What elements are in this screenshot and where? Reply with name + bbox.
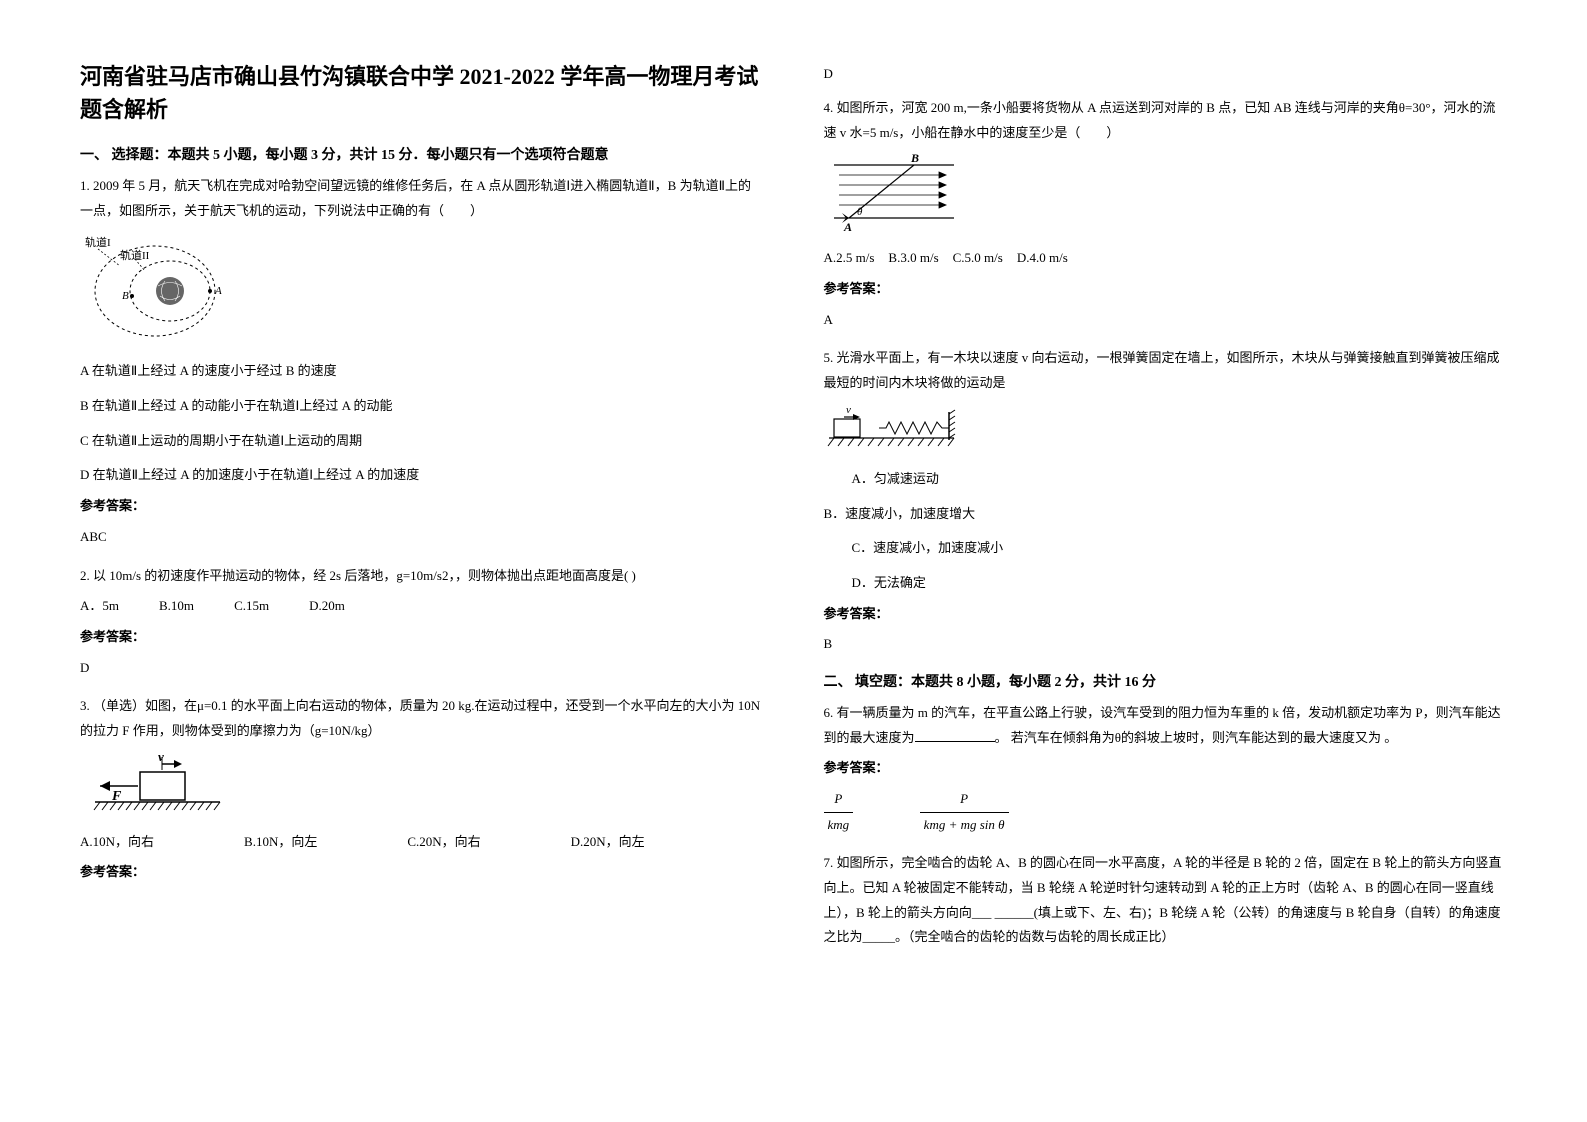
q5-optA: A．匀减速运动 — [852, 467, 1508, 492]
q2-optB: B.10m — [159, 594, 194, 619]
q3-text: 3. （单选）如图，在μ=0.1 的水平面上向右运动的物体，质量为 20 kg.… — [80, 694, 764, 743]
q3-optB: B.10N，向左 — [244, 830, 317, 855]
q1-text: 1. 2009 年 5 月，航天飞机在完成对哈勃空间望远镜的维修任务后，在 A … — [80, 174, 764, 223]
q5-answer: B — [824, 632, 1508, 657]
q1-answer-label: 参考答案： — [80, 494, 764, 519]
q5-label-v: v — [846, 404, 851, 416]
q3-optC: C.20N，向右 — [407, 830, 480, 855]
q3-optA: A.10N，向右 — [80, 830, 154, 855]
question-6: 6. 有一辆质量为 m 的汽车，在平直公路上行驶，设汽车受到的阻力恒为车重的 k… — [824, 701, 1508, 837]
q5-answer-label: 参考答案： — [824, 602, 1508, 627]
q4-label-A: A — [843, 220, 852, 234]
q4-optD: D.4.0 m/s — [1017, 246, 1068, 271]
q2-answer-label: 参考答案： — [80, 625, 764, 650]
q1-label-orbit2: 轨道II — [120, 248, 150, 262]
q4-answer: A — [824, 308, 1508, 333]
q1-optA: A 在轨道Ⅱ上经过 A 的速度小于经过 B 的速度 — [80, 359, 764, 384]
q3-figure: F v — [80, 752, 764, 822]
q4-optA: A.2.5 m/s — [824, 246, 875, 271]
q3-label-v: v — [158, 752, 164, 764]
section1-header: 一、 选择题：本题共 5 小题，每小题 3 分，共计 15 分．每小题只有一个选… — [80, 144, 764, 164]
q4-figure: A B θ — [824, 153, 1508, 238]
q5-optC: C．速度减小，加速度减小 — [852, 536, 1508, 561]
q4-options: A.2.5 m/s B.3.0 m/s C.5.0 m/s D.4.0 m/s — [824, 246, 1508, 271]
q5-figure: v — [824, 404, 1508, 459]
q5-text: 5. 光滑水平面上，有一木块以速度 v 向右运动，一根弹簧固定在墙上，如图所示，… — [824, 346, 1508, 395]
question-7: 7. 如图所示，完全啮合的齿轮 A、B 的圆心在同一水平高度，A 轮的半径是 B… — [824, 851, 1508, 950]
q1-label-a: A — [214, 285, 222, 297]
q5-optB: B．速度减小，加速度增大 — [824, 502, 1508, 527]
q2-optC: C.15m — [234, 594, 269, 619]
left-column: 河南省驻马店市确山县竹沟镇联合中学 2021-2022 学年高一物理月考试题含解… — [50, 60, 794, 1062]
question-4: 4. 如图所示，河宽 200 m,一条小船要将货物从 A 点运送到河对岸的 B … — [824, 96, 1508, 332]
q3-optD: D.20N，向左 — [571, 830, 645, 855]
q2-optD: D.20m — [309, 594, 345, 619]
q2-optA: A．5m — [80, 594, 119, 619]
q6-blank1 — [915, 728, 995, 742]
q6-text-p2: 。 若汽车在倾斜角为θ的斜坡上坡时，则汽车能达到的最大速度又为 。 — [995, 730, 1398, 745]
question-1: 1. 2009 年 5 月，航天飞机在完成对哈勃空间望远镜的维修任务后，在 A … — [80, 174, 764, 550]
q3-options: A.10N，向右 B.10N，向左 C.20N，向右 D.20N，向左 — [80, 830, 764, 855]
q5-optD: D．无法确定 — [852, 571, 1508, 596]
q6-text: 6. 有一辆质量为 m 的汽车，在平直公路上行驶，设汽车受到的阻力恒为车重的 k… — [824, 701, 1508, 750]
q1-figure: 轨道I 轨道II A B — [80, 231, 764, 351]
q4-label-theta: θ — [857, 206, 863, 218]
right-column: D 4. 如图所示，河宽 200 m,一条小船要将货物从 A 点运送到河对岸的 … — [794, 60, 1538, 1062]
q1-optD: D 在轨道Ⅱ上经过 A 的加速度小于在轨道Ⅰ上经过 A 的加速度 — [80, 463, 764, 488]
q3-answer-label: 参考答案： — [80, 860, 764, 885]
q6-frac2-den: kmg + mg sin θ — [920, 813, 1009, 838]
q6-answer: P kmg P kmg + mg sin θ — [824, 787, 1508, 837]
question-5: 5. 光滑水平面上，有一木块以速度 v 向右运动，一根弹簧固定在墙上，如图所示，… — [824, 346, 1508, 657]
q6-frac1-den: kmg — [824, 813, 854, 838]
q1-answer: ABC — [80, 525, 764, 550]
q2-options: A．5m B.10m C.15m D.20m — [80, 594, 764, 619]
q2-text: 2. 以 10m/s 的初速度作平抛运动的物体，经 2s 后落地，g=10m/s… — [80, 564, 764, 589]
q4-text: 4. 如图所示，河宽 200 m,一条小船要将货物从 A 点运送到河对岸的 B … — [824, 96, 1508, 145]
q1-optB: B 在轨道Ⅱ上经过 A 的动能小于在轨道Ⅰ上经过 A 的动能 — [80, 394, 764, 419]
q7-text: 7. 如图所示，完全啮合的齿轮 A、B 的圆心在同一水平高度，A 轮的半径是 B… — [824, 851, 1508, 950]
q4-label-B: B — [910, 153, 919, 165]
page-title: 河南省驻马店市确山县竹沟镇联合中学 2021-2022 学年高一物理月考试题含解… — [80, 60, 764, 126]
q4-optB: B.3.0 m/s — [888, 246, 938, 271]
q2-answer: D — [80, 656, 764, 681]
q1-label-b: B — [122, 290, 129, 302]
q4-optC: C.5.0 m/s — [953, 246, 1003, 271]
q6-frac2-num: P — [920, 787, 1009, 813]
q6-answer-label: 参考答案： — [824, 756, 1508, 781]
question-3: 3. （单选）如图，在μ=0.1 的水平面上向右运动的物体，质量为 20 kg.… — [80, 694, 764, 885]
section2-header: 二、 填空题：本题共 8 小题，每小题 2 分，共计 16 分 — [824, 671, 1508, 691]
question-2: 2. 以 10m/s 的初速度作平抛运动的物体，经 2s 后落地，g=10m/s… — [80, 564, 764, 681]
q6-frac2: P kmg + mg sin θ — [920, 787, 1009, 837]
q3-answer: D — [824, 66, 1508, 82]
q4-answer-label: 参考答案： — [824, 277, 1508, 302]
q6-frac1: P kmg — [824, 787, 854, 837]
q1-optC: C 在轨道Ⅱ上运动的周期小于在轨道Ⅰ上运动的周期 — [80, 429, 764, 454]
q1-label-orbit1: 轨道I — [85, 235, 111, 249]
q6-frac1-num: P — [824, 787, 854, 813]
